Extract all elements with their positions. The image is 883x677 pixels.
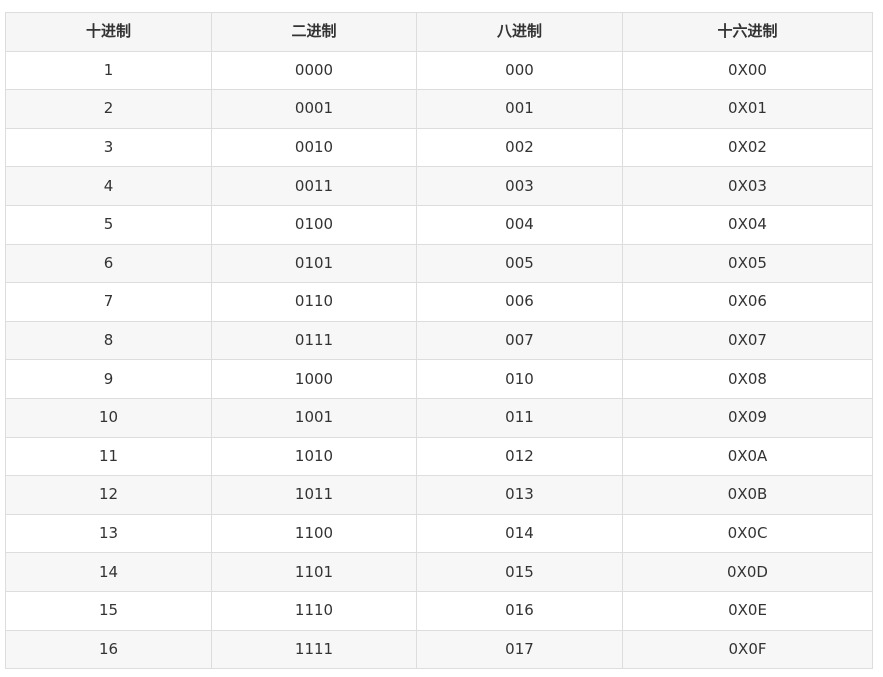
cell-hexadecimal: 0X09: [622, 397, 873, 438]
cell-octal: 004: [416, 204, 623, 245]
cell-hexadecimal: 0X0E: [622, 590, 873, 631]
cell-decimal: 9: [5, 359, 212, 399]
cell-binary: 1011: [211, 475, 417, 515]
cell-hexadecimal: 0X01: [622, 89, 873, 129]
cell-octal: 015: [416, 552, 623, 592]
cell-binary: 1100: [211, 513, 417, 554]
cell-octal: 014: [416, 513, 623, 554]
cell-hexadecimal: 0X07: [622, 320, 873, 361]
header-decimal: 十进制: [5, 12, 212, 52]
cell-octal: 002: [416, 127, 623, 168]
cell-binary: 0111: [211, 320, 417, 361]
cell-decimal: 11: [5, 436, 212, 477]
cell-decimal: 13: [5, 513, 212, 554]
cell-decimal: 14: [5, 552, 212, 592]
cell-decimal: 1: [5, 50, 212, 91]
table-row: 13 1100 014 0X0C: [5, 513, 873, 554]
cell-decimal: 10: [5, 397, 212, 438]
cell-hexadecimal: 0X0A: [622, 436, 873, 477]
table-row: 7 0110 006 0X06: [5, 282, 873, 322]
cell-octal: 011: [416, 397, 623, 438]
header-binary: 二进制: [211, 12, 417, 52]
cell-hexadecimal: 0X0F: [622, 629, 873, 670]
table-row: 2 0001 001 0X01: [5, 89, 873, 129]
table-header-row: 十进制 二进制 八进制 十六进制: [5, 12, 873, 52]
cell-hexadecimal: 0X00: [622, 50, 873, 91]
table-row: 5 0100 004 0X04: [5, 204, 873, 245]
cell-binary: 1110: [211, 590, 417, 631]
table-row: 16 1111 017 0X0F: [5, 629, 873, 670]
table-row: 8 0111 007 0X07: [5, 320, 873, 361]
cell-hexadecimal: 0X03: [622, 166, 873, 206]
cell-decimal: 8: [5, 320, 212, 361]
cell-hexadecimal: 0X04: [622, 204, 873, 245]
cell-binary: 0001: [211, 89, 417, 129]
cell-octal: 010: [416, 359, 623, 399]
cell-binary: 1101: [211, 552, 417, 592]
cell-octal: 000: [416, 50, 623, 91]
cell-decimal: 6: [5, 243, 212, 284]
cell-octal: 001: [416, 89, 623, 129]
cell-decimal: 7: [5, 282, 212, 322]
cell-binary: 0100: [211, 204, 417, 245]
header-hexadecimal: 十六进制: [622, 12, 873, 52]
cell-binary: 0000: [211, 50, 417, 91]
cell-octal: 016: [416, 590, 623, 631]
cell-decimal: 5: [5, 204, 212, 245]
cell-octal: 012: [416, 436, 623, 477]
cell-octal: 006: [416, 282, 623, 322]
cell-binary: 0110: [211, 282, 417, 322]
cell-hexadecimal: 0X0C: [622, 513, 873, 554]
table-row: 14 1101 015 0X0D: [5, 552, 873, 592]
cell-binary: 1001: [211, 397, 417, 438]
table-row: 10 1001 011 0X09: [5, 397, 873, 438]
cell-hexadecimal: 0X06: [622, 282, 873, 322]
cell-decimal: 3: [5, 127, 212, 168]
cell-binary: 1000: [211, 359, 417, 399]
number-base-table: 十进制 二进制 八进制 十六进制 1 0000 000 0X00 2 0001 001 0X0…: [5, 12, 873, 670]
table-row: 12 1011 013 0X0B: [5, 475, 873, 515]
cell-binary: 1111: [211, 629, 417, 670]
cell-binary: 0010: [211, 127, 417, 168]
table-row: 3 0010 002 0X02: [5, 127, 873, 168]
cell-decimal: 2: [5, 89, 212, 129]
cell-decimal: 15: [5, 590, 212, 631]
table-row: 1 0000 000 0X00: [5, 50, 873, 91]
cell-octal: 017: [416, 629, 623, 670]
cell-hexadecimal: 0X05: [622, 243, 873, 284]
table-header: 十进制 二进制 八进制 十六进制: [5, 12, 873, 52]
cell-binary: 0011: [211, 166, 417, 206]
table-row: 15 1110 016 0X0E: [5, 590, 873, 631]
table-row: 6 0101 005 0X05: [5, 243, 873, 284]
cell-decimal: 4: [5, 166, 212, 206]
table-row: 11 1010 012 0X0A: [5, 436, 873, 477]
table-row: 9 1000 010 0X08: [5, 359, 873, 399]
cell-octal: 013: [416, 475, 623, 515]
table-row: 4 0011 003 0X03: [5, 166, 873, 206]
header-octal: 八进制: [416, 12, 623, 52]
cell-hexadecimal: 0X08: [622, 359, 873, 399]
cell-binary: 0101: [211, 243, 417, 284]
cell-decimal: 12: [5, 475, 212, 515]
cell-decimal: 16: [5, 629, 212, 670]
number-base-table-container: 十进制 二进制 八进制 十六进制 1 0000 000 0X00 2 0001 001 0X0…: [5, 12, 873, 670]
cell-hexadecimal: 0X0D: [622, 552, 873, 592]
cell-hexadecimal: 0X0B: [622, 475, 873, 515]
cell-binary: 1010: [211, 436, 417, 477]
cell-octal: 007: [416, 320, 623, 361]
cell-hexadecimal: 0X02: [622, 127, 873, 168]
cell-octal: 003: [416, 166, 623, 206]
table-body: 1 0000 000 0X00 2 0001 001 0X01 3 0010 002 0X02 4 001…: [5, 50, 873, 670]
cell-octal: 005: [416, 243, 623, 284]
